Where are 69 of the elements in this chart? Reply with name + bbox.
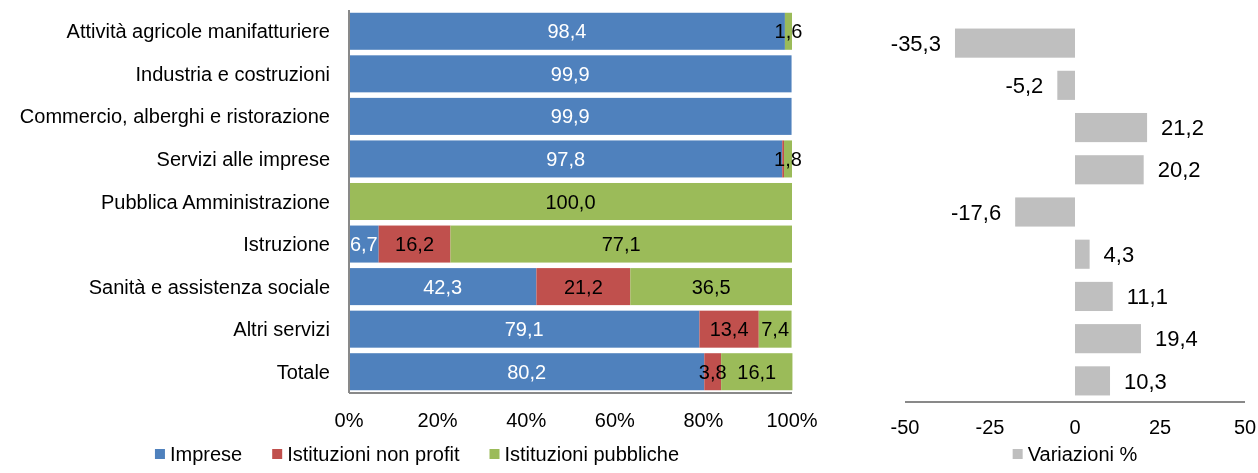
y-tick-label: Commercio, alberghi e ristorazione [19, 105, 330, 128]
x-tick-label: 0 [1069, 416, 1081, 438]
bar [349, 268, 537, 306]
data-label: 99,9 [550, 62, 590, 85]
x-tick-label: 40% [506, 409, 547, 431]
bar [1057, 70, 1075, 100]
data-label: 97,8 [546, 147, 586, 170]
data-label: 4,3 [1103, 241, 1135, 267]
bar [1075, 239, 1090, 269]
y-tick-label: Attività agricole manifatturiere [66, 20, 330, 43]
bar [699, 310, 759, 348]
bar [1075, 281, 1113, 312]
data-label: 19,4 [1154, 326, 1198, 352]
data-label: 99,9 [550, 105, 590, 128]
x-tick-label: 50 [1233, 416, 1257, 438]
data-label: 20,2 [1157, 157, 1201, 183]
data-label: 21,2 [563, 275, 603, 298]
bar [1075, 155, 1144, 185]
data-label: 1,6 [774, 20, 803, 43]
bar [1015, 197, 1075, 227]
x-tick-label: 100% [766, 409, 818, 431]
data-label: 21,2 [1161, 115, 1204, 141]
bar [1075, 324, 1141, 354]
bar [536, 268, 631, 306]
data-label: 100,0 [545, 190, 596, 213]
x-tick-label: -25 [975, 416, 1005, 438]
bar [450, 225, 792, 263]
bar [349, 55, 792, 93]
y-tick-label: Industria e costruzioni [135, 62, 330, 85]
bar [630, 268, 792, 306]
bar [349, 182, 792, 221]
y-tick-label: Sanità e assistenza sociale [88, 275, 330, 298]
y-tick-label: Pubblica Amministrazione [101, 190, 330, 213]
data-label: 6,7 [349, 233, 378, 256]
data-label: 16,1 [737, 360, 777, 383]
legend-label: Imprese [169, 443, 243, 465]
data-label: 77,1 [601, 233, 641, 256]
y-tick-label: Totale [276, 360, 330, 383]
y-tick-label: Istruzione [243, 233, 330, 256]
legend-label: Istituzioni pubbliche [504, 443, 680, 465]
data-label: 79,1 [504, 318, 544, 341]
data-label: 42,3 [423, 275, 463, 298]
data-label: -5,2 [1005, 73, 1044, 99]
bar [349, 310, 700, 348]
data-label: 36,5 [691, 275, 731, 298]
y-tick-label: Altri servizi [233, 318, 330, 341]
x-tick-label: 80% [683, 409, 724, 431]
data-label: -35,3 [890, 30, 941, 56]
bar [378, 225, 451, 263]
data-label: 16,2 [395, 233, 435, 256]
x-tick-label: 0% [334, 409, 364, 431]
data-label: 98,4 [547, 20, 587, 43]
bar [954, 28, 1075, 58]
bar [1075, 366, 1111, 396]
bar [1075, 112, 1148, 143]
x-tick-label: -50 [890, 416, 920, 438]
data-label: 10,3 [1124, 368, 1167, 394]
x-tick-label: 20% [417, 409, 458, 431]
data-label: 80,2 [507, 360, 547, 383]
x-tick-label: 25 [1148, 416, 1172, 438]
data-label: 7,4 [761, 318, 790, 341]
legend-label: Istituzioni non profit [287, 443, 460, 465]
data-label: 13,4 [709, 318, 749, 341]
x-tick-label: 60% [594, 409, 636, 431]
y-tick-label: Servizi alle imprese [156, 147, 330, 170]
data-label: -17,6 [951, 199, 1002, 225]
bar [349, 97, 792, 135]
legend-label: Variazioni % [1027, 443, 1138, 465]
data-label: 11,1 [1126, 284, 1168, 310]
